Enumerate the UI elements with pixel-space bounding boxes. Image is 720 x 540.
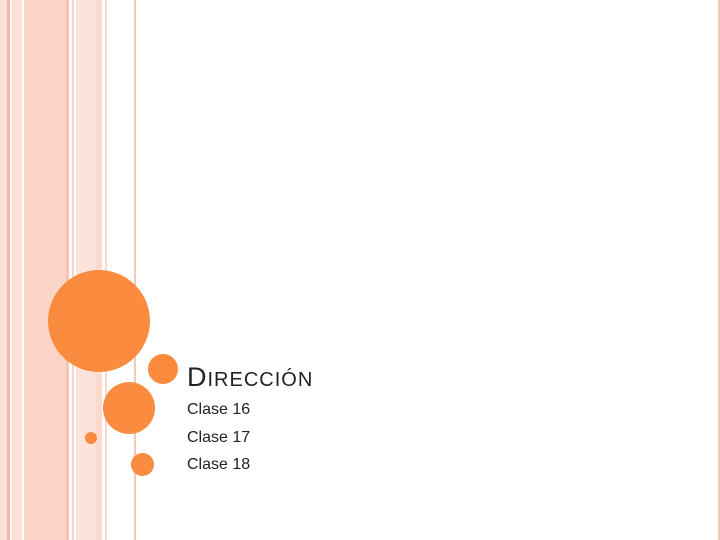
decorative-circle-bullet: [148, 354, 178, 384]
decorative-stripe: [12, 0, 22, 540]
decorative-stripe: [76, 0, 96, 540]
list-item: Clase 16: [187, 401, 251, 418]
list-item: Clase 17: [187, 428, 251, 446]
class-list: Clase 16 Clase 17 Clase 18: [187, 396, 250, 479]
decorative-stripe: [66, 0, 69, 540]
decorative-circle-small: [131, 453, 154, 476]
decorative-circle-medium: [103, 382, 155, 434]
decorative-stripe: [7, 0, 10, 540]
decorative-stripe: [24, 0, 68, 540]
decorative-border: [718, 0, 720, 540]
decorative-stripe: [72, 0, 74, 540]
decorative-circle-large: [48, 270, 150, 372]
slide-title-initial: D: [187, 362, 208, 392]
decorative-circle-tiny: [85, 432, 97, 444]
decorative-stripe: [0, 0, 7, 540]
slide-title: DIRECCIÓN: [187, 362, 313, 393]
decorative-stripe: [134, 0, 136, 540]
list-item: Clase 18: [187, 456, 251, 473]
slide-title-rest: IRECCIÓN: [207, 369, 314, 391]
